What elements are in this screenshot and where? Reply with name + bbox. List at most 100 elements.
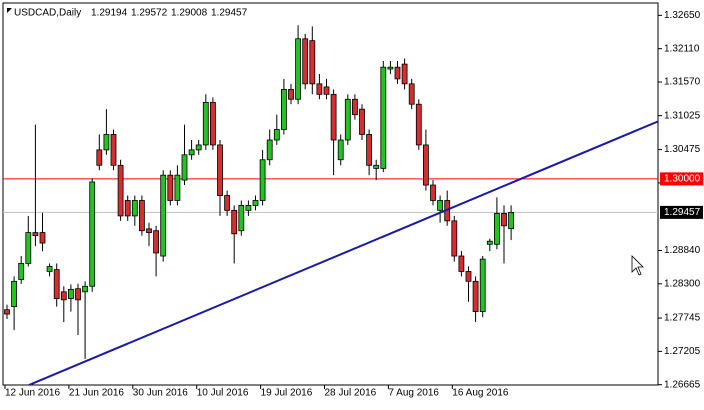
- chart-title: USDCAD,Daily: [14, 8, 81, 19]
- x-tick-label: 16 Aug 2016: [452, 388, 509, 399]
- y-tick-label: 1.28300: [664, 278, 701, 289]
- candle-body: [273, 129, 280, 141]
- candle-body: [174, 174, 181, 201]
- x-tick-label: 30 Jun 2016: [133, 388, 188, 399]
- candle-body: [188, 149, 195, 156]
- price-label-box: [660, 205, 703, 219]
- candle-body: [387, 66, 394, 70]
- candle-body: [117, 164, 124, 217]
- candle-body: [280, 88, 287, 130]
- candle-body: [422, 144, 429, 186]
- candle-body: [39, 232, 46, 244]
- y-tick-label: 1.27205: [664, 346, 701, 357]
- candle-body: [32, 232, 39, 237]
- trend-line: [28, 120, 658, 385]
- candle-body: [18, 263, 25, 280]
- candle-body: [380, 66, 387, 169]
- price-label: 1.29457: [664, 207, 701, 218]
- candle-body: [131, 200, 138, 217]
- y-tick-label: 1.32110: [664, 43, 700, 54]
- candle-body: [302, 38, 309, 85]
- candle-body: [366, 134, 373, 166]
- candle-body: [373, 164, 380, 169]
- candle-body: [202, 101, 209, 146]
- candle-body: [309, 40, 316, 85]
- header-close: 1.29457: [211, 8, 248, 19]
- candle-body: [195, 144, 202, 151]
- candle-body: [25, 232, 32, 264]
- candle-body: [181, 154, 188, 181]
- candle-body: [501, 213, 507, 227]
- candle-body: [146, 228, 152, 233]
- candle-body: [68, 288, 74, 300]
- candle-body: [252, 200, 259, 206]
- candle-body: [437, 200, 444, 211]
- candle-body: [508, 211, 515, 230]
- header-high: 1.29572: [131, 8, 168, 19]
- candle-body: [288, 88, 294, 100]
- candle-body: [344, 98, 351, 141]
- candle-body: [167, 174, 174, 201]
- candle-body: [493, 213, 500, 245]
- candle-body: [415, 103, 422, 146]
- candle-body: [224, 195, 231, 211]
- candle-body: [295, 38, 302, 100]
- candle-body: [96, 149, 103, 166]
- candle-body: [316, 83, 323, 95]
- header-open: 1.29194: [91, 8, 128, 19]
- y-tick-label: 1.31570: [664, 77, 701, 88]
- candle-body: [351, 98, 358, 116]
- candle-body: [82, 285, 88, 293]
- x-tick-label: 21 Jun 2016: [69, 388, 124, 399]
- candle-body: [486, 240, 493, 245]
- candle-body: [479, 258, 486, 312]
- x-tick-label: 10 Jul 2016: [197, 388, 249, 399]
- y-tick-label: 1.26665: [664, 379, 701, 390]
- y-tick-label: 1.27745: [664, 313, 701, 324]
- candle-body: [110, 134, 117, 166]
- candle-body: [401, 63, 408, 85]
- x-tick-label: 19 Jul 2016: [261, 388, 313, 399]
- candle-body: [430, 184, 436, 201]
- candle-body: [46, 266, 53, 272]
- candle-body: [259, 159, 266, 201]
- level-label: 1.30000: [664, 174, 701, 185]
- plot: [3, 25, 658, 385]
- candle-body: [245, 205, 252, 211]
- mouse-cursor: [631, 255, 644, 276]
- candle-body: [359, 108, 365, 135]
- candle-body: [209, 101, 216, 146]
- x-tick-label: 7 Aug 2016: [388, 388, 439, 399]
- candle-body: [217, 144, 223, 196]
- candle-body: [238, 205, 245, 232]
- candle-body: [323, 86, 330, 95]
- header-icon: [7, 8, 12, 13]
- candle-body: [124, 200, 131, 217]
- candle-body: [465, 271, 472, 282]
- candle-body: [103, 134, 110, 151]
- candle-body: [53, 269, 60, 300]
- candle-body: [408, 83, 415, 105]
- header-low: 1.29008: [171, 8, 208, 19]
- candle-body: [160, 174, 167, 257]
- candle-body: [458, 255, 465, 272]
- candle-body: [4, 309, 10, 315]
- candle-body: [89, 181, 96, 287]
- plot-frame: [2, 2, 659, 386]
- candle-body: [60, 291, 67, 301]
- x-tick-label: 12 Jun 2016: [5, 388, 60, 399]
- level-label-box: [660, 172, 703, 186]
- candle-body: [394, 66, 401, 80]
- y-tick-label: 1.32650: [664, 10, 701, 21]
- y-tick-label: 1.30475: [664, 144, 701, 155]
- candle-body: [153, 230, 160, 254]
- candle-body: [138, 200, 145, 232]
- x-tick-label: 28 Jul 2016: [325, 388, 377, 399]
- candle-body: [11, 280, 18, 308]
- candle-body: [330, 93, 337, 141]
- candle-body: [451, 220, 458, 257]
- candle-body: [472, 280, 479, 312]
- y-tick-label: 1.31025: [664, 110, 701, 121]
